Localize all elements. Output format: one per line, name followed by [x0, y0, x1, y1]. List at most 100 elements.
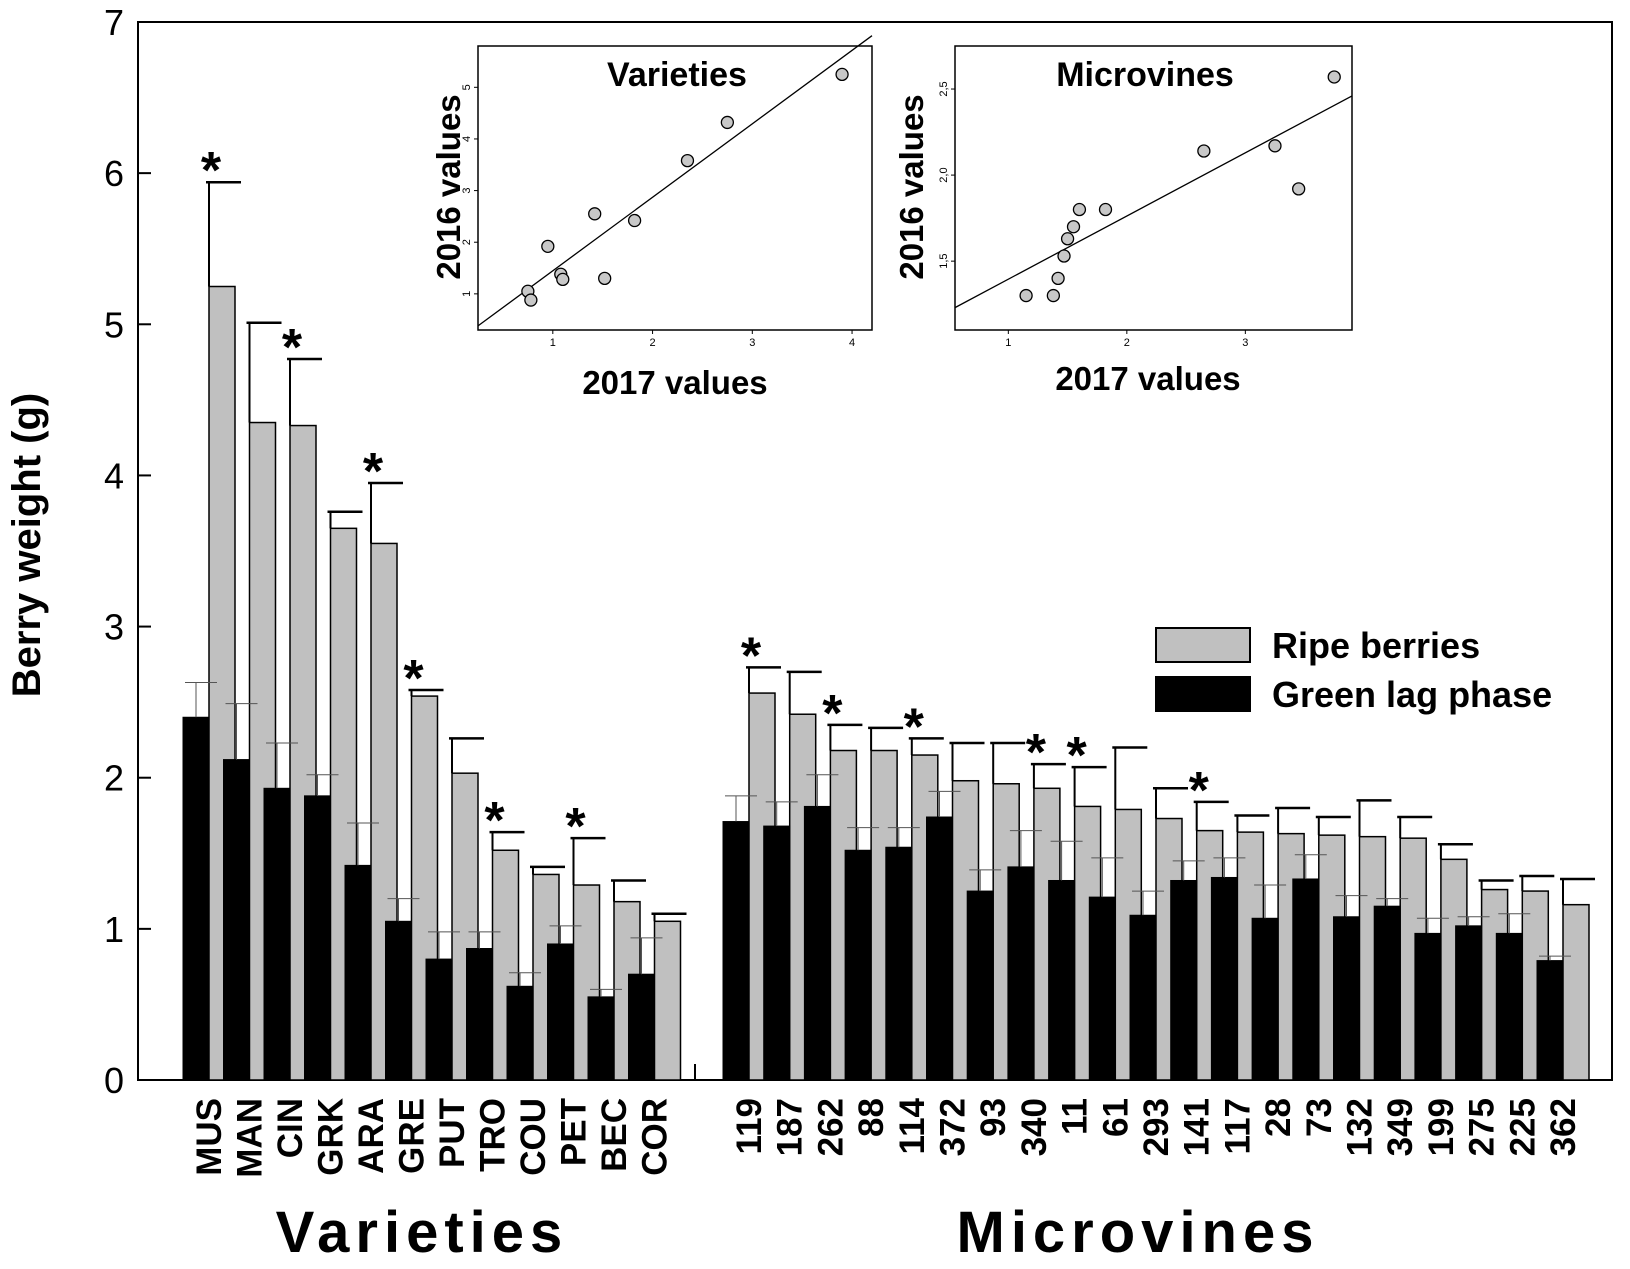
- bar-green: [1455, 925, 1483, 1081]
- scatter-point: [1057, 249, 1071, 263]
- category-label: BEC: [595, 1098, 634, 1172]
- category-label: 340: [1015, 1098, 1054, 1156]
- scatter-points: [521, 67, 849, 307]
- significance-star: *: [904, 698, 925, 756]
- scatter-point: [1046, 288, 1061, 303]
- category-label: 199: [1422, 1098, 1461, 1156]
- bar-green: [1007, 866, 1035, 1081]
- bar-green: [1251, 917, 1279, 1081]
- scatter-point: [720, 115, 735, 130]
- category-labels: MUS MAN CIN GRK ARA GRE PUT TRO COU PET BEC COR 119 1…: [190, 1097, 1583, 1177]
- bar-green: [587, 996, 615, 1081]
- category-label: COR: [636, 1098, 675, 1176]
- bar-green: [1536, 960, 1564, 1081]
- group-label-varieties: Varieties: [276, 1200, 569, 1265]
- inset-ticks: 1 2 3 4 1 2 3 4 5: [461, 84, 855, 349]
- bar-green: [844, 849, 872, 1081]
- category-label: 88: [852, 1098, 891, 1137]
- inset-y-axis-title: 2016 values: [893, 94, 930, 279]
- bar-green: [1210, 876, 1238, 1081]
- significance-star: *: [403, 650, 424, 708]
- y-axis-title: Berry weight (g): [5, 393, 49, 697]
- regression-line: [477, 35, 873, 327]
- inset-y-tick-label: 2,0: [938, 167, 950, 182]
- significance-star: *: [282, 319, 303, 377]
- y-tick-label: 0: [104, 1060, 124, 1101]
- category-label: MUS: [190, 1098, 229, 1176]
- bar-green: [1048, 879, 1076, 1081]
- significance-star: *: [484, 792, 505, 850]
- significance-star: *: [741, 627, 762, 685]
- scatter-point: [556, 272, 570, 287]
- bar-green: [547, 943, 574, 1081]
- category-label: 372: [934, 1098, 973, 1156]
- inset-x-tick-label: 2: [649, 337, 655, 349]
- bar-ripe: [1562, 903, 1590, 1081]
- category-label: CIN: [271, 1098, 310, 1158]
- category-label: 362: [1544, 1098, 1583, 1156]
- significance-star: *: [565, 798, 586, 856]
- group-label-microvines: Microvines: [957, 1200, 1320, 1265]
- bar-green: [722, 821, 750, 1081]
- category-label: 28: [1259, 1098, 1298, 1137]
- inset-y-tick-label: 3: [461, 188, 473, 194]
- category-label: PET: [555, 1098, 594, 1166]
- scatter-point: [680, 153, 695, 168]
- significance-star: *: [1189, 762, 1210, 820]
- inset-x-axis-title: 2017 values: [582, 364, 767, 401]
- bar-green: [466, 948, 493, 1081]
- significance-star: *: [1066, 727, 1087, 785]
- category-label: 187: [771, 1098, 810, 1156]
- y-tick-label: 5: [104, 304, 124, 345]
- significance-markers: * * * * * * * * * * * *: [201, 142, 1210, 856]
- bar-green: [966, 890, 994, 1081]
- scatter-point: [1197, 144, 1211, 158]
- significance-star: *: [363, 443, 384, 501]
- legend: Ripe berries Green lag phase: [1155, 625, 1552, 715]
- category-label: 262: [811, 1098, 850, 1156]
- inset-y-tick-label: 1,5: [938, 254, 950, 269]
- inset-x-tick-label: 3: [1242, 337, 1248, 349]
- y-tick-label: 6: [104, 153, 124, 194]
- scatter-point: [1268, 139, 1282, 153]
- scatter-point: [1327, 70, 1341, 84]
- inset-y-tick-label: 1: [461, 291, 473, 297]
- bar-green: [385, 920, 412, 1081]
- category-label: 117: [1218, 1098, 1257, 1154]
- significance-star: *: [1026, 724, 1047, 782]
- y-tick-label: 3: [104, 607, 124, 648]
- scatter-point: [1292, 182, 1306, 196]
- inset-frame: [477, 45, 873, 331]
- category-label: ARA: [352, 1098, 391, 1174]
- bar-green: [628, 973, 655, 1081]
- legend-label-ripe: Ripe berries: [1272, 625, 1480, 666]
- bar-green: [1495, 932, 1523, 1081]
- category-label: 119: [730, 1098, 769, 1154]
- bar-series: [182, 285, 1590, 1081]
- bar-green: [763, 825, 791, 1081]
- bar-green: [506, 985, 534, 1081]
- inset-x-tick-label: 4: [849, 337, 855, 349]
- bar-green: [344, 864, 372, 1081]
- inset-y-tick-label: 5: [461, 84, 473, 90]
- scatter-point: [524, 293, 538, 307]
- inset-frame: [954, 45, 1353, 331]
- scatter-point: [1098, 202, 1113, 217]
- category-label: 293: [1137, 1098, 1176, 1156]
- bar-green: [1373, 905, 1401, 1081]
- bar-green: [1292, 878, 1320, 1081]
- bar-green: [263, 787, 291, 1081]
- scatter-point: [835, 67, 849, 82]
- bar-green: [1088, 896, 1116, 1081]
- inset-ticks: 1 2 3 1,5 2,0 2,5: [938, 81, 1248, 349]
- inset-y-tick-label: 2: [461, 239, 473, 245]
- scatter-point: [1019, 288, 1033, 303]
- bar-green: [1129, 914, 1157, 1081]
- inset-y-axis-title: 2016 values: [430, 94, 467, 279]
- y-tick-label: 1: [104, 909, 124, 950]
- bar-green: [1414, 932, 1442, 1081]
- scatter-point: [1072, 202, 1087, 217]
- bar-green: [926, 816, 953, 1081]
- bar-green: [223, 759, 250, 1081]
